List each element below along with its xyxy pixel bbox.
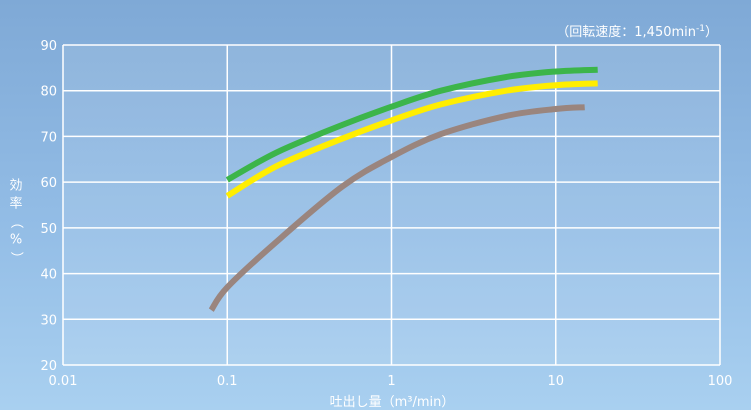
y-tick-label: 30 xyxy=(40,313,57,328)
y-tick-label: 80 xyxy=(40,85,57,100)
series-line-2 xyxy=(208,104,585,312)
series-line-0 xyxy=(225,66,598,183)
series-line-1 xyxy=(225,80,598,199)
x-tick-label: 100 xyxy=(708,374,733,389)
y-tick-label: 70 xyxy=(40,130,57,145)
y-tick-labels: 20 30 40 50 60 70 80 90 xyxy=(40,39,57,374)
y-axis-title-char: % xyxy=(10,233,22,248)
y-axis-title-char: 効 xyxy=(9,179,22,194)
y-axis-title-char: （ xyxy=(9,215,24,228)
series-group xyxy=(208,66,598,312)
y-tick-label: 20 xyxy=(40,359,57,374)
x-tick-label: 0.01 xyxy=(49,374,78,389)
x-tick-label: 10 xyxy=(547,374,564,389)
y-axis-title: 効率 （% ） xyxy=(9,179,24,265)
rotation-speed-annotation: （回転速度：1,450min-1） xyxy=(556,24,718,40)
y-tick-label: 90 xyxy=(40,39,57,54)
grid xyxy=(62,44,721,366)
x-tick-label: 0.1 xyxy=(217,374,238,389)
y-tick-label: 60 xyxy=(40,176,57,191)
y-axis-title-char: 率 xyxy=(9,196,22,212)
x-tick-labels: 0.01 0.1 1 10 100 xyxy=(49,374,733,389)
x-tick-label: 1 xyxy=(387,374,395,389)
y-tick-label: 50 xyxy=(40,222,57,237)
x-axis-title: 吐出し量（m³/min） xyxy=(330,395,455,410)
y-tick-label: 40 xyxy=(40,268,57,283)
y-axis-title-char: ） xyxy=(9,251,24,264)
